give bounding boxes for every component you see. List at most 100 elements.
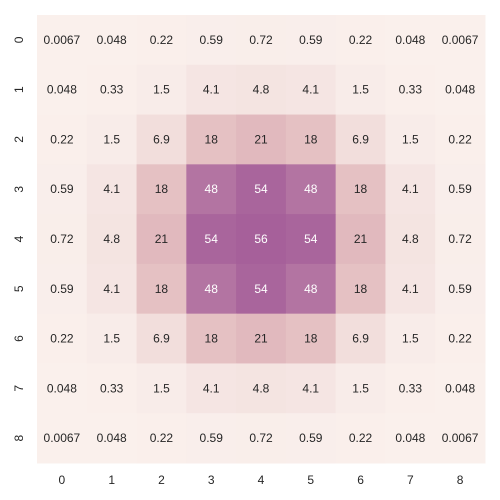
cell-value-label-r6-c8: 0.22: [448, 332, 472, 346]
heatmap-cell-r1-c1: [86, 64, 138, 116]
heatmap-cell-r3-c5: [285, 164, 337, 215]
heatmap-cell-r8-c8: [435, 413, 486, 464]
cell-value-label-r1-c3: 4.1: [203, 83, 220, 97]
heatmap-cell-r6-c2: [136, 313, 187, 364]
cell-value-label-r7-c7: 0.33: [399, 381, 423, 395]
x-tick-label-7: 7: [407, 473, 414, 487]
heatmap-cell-r0-c4: [236, 15, 287, 66]
y-tick-label-5: 5: [12, 285, 26, 292]
heatmap-cell-r2-c3: [186, 114, 237, 165]
y-tick-label-7: 7: [12, 385, 26, 392]
cell-value-label-r3-c6: 18: [354, 182, 368, 196]
heatmap-cell-r8-c2: [136, 413, 187, 464]
heatmap-cell-r8-c4: [236, 413, 287, 464]
heatmap-cell-r4-c1: [86, 214, 138, 265]
cell-value-label-r2-c6: 6.9: [352, 132, 369, 146]
heatmap-cell-r7-c5: [285, 363, 337, 414]
cell-value-label-r7-c8: 0.048: [445, 381, 475, 395]
heatmap-cell-r6-c3: [186, 313, 237, 364]
cell-value-label-r8-c4: 0.72: [249, 431, 273, 445]
heatmap-cell-r7-c8: [435, 363, 486, 414]
cell-value-label-r0-c6: 0.22: [349, 33, 373, 47]
cell-value-label-r1-c7: 0.33: [399, 83, 423, 97]
cell-value-label-r6-c4: 21: [254, 332, 268, 346]
cell-value-label-r3-c1: 4.1: [103, 182, 120, 196]
heatmap-cell-r0-c6: [335, 15, 386, 66]
cell-value-label-r6-c1: 1.5: [103, 332, 120, 346]
heatmap-cell-r2-c2: [136, 114, 187, 165]
heatmap-cell-r2-c5: [285, 114, 337, 165]
cell-value-label-r4-c2: 21: [155, 232, 169, 246]
heatmap-cell-r0-c7: [385, 15, 436, 66]
heatmap-cell-r5-c4: [236, 263, 287, 315]
cell-value-label-r8-c1: 0.048: [97, 431, 127, 445]
heatmap-cell-r7-c0: [37, 363, 88, 414]
heatmap-cell-r7-c1: [86, 363, 138, 414]
heatmap-cell-r8-c6: [335, 413, 386, 464]
heatmap-cell-r2-c0: [37, 114, 88, 165]
cell-value-label-r3-c8: 0.59: [448, 182, 472, 196]
heatmap-cell-r3-c6: [335, 164, 386, 215]
x-tick-label-3: 3: [208, 473, 215, 487]
heatmap-cell-r0-c1: [86, 15, 138, 66]
heatmap-cell-r6-c0: [37, 313, 88, 364]
heatmap-cell-r4-c6: [335, 214, 386, 265]
cell-value-label-r1-c5: 4.1: [302, 83, 319, 97]
cell-value-label-r5-c3: 48: [205, 282, 219, 296]
heatmap-cell-r3-c4: [236, 164, 287, 215]
heatmap-cell-r5-c8: [435, 263, 486, 315]
heatmap-cell-r5-c5: [285, 263, 337, 315]
cell-value-label-r0-c7: 0.048: [395, 33, 425, 47]
heatmap-cell-r0-c0: [37, 15, 88, 66]
cell-value-label-r2-c5: 18: [304, 132, 318, 146]
cell-value-label-r7-c0: 0.048: [47, 381, 77, 395]
cell-value-label-r4-c6: 21: [354, 232, 368, 246]
cell-value-label-r1-c6: 1.5: [352, 83, 369, 97]
heatmap-cell-r0-c2: [136, 15, 187, 66]
cell-value-label-r5-c1: 4.1: [103, 282, 120, 296]
y-tick-label-2: 2: [12, 136, 26, 143]
heatmap-cells: [37, 15, 486, 464]
heatmap-cell-r1-c6: [335, 64, 386, 116]
cell-value-label-r2-c0: 0.22: [50, 132, 74, 146]
heatmap-cell-r1-c3: [186, 64, 237, 116]
y-axis-tick-labels: 0 1 2 3 4 5 6 7 8: [12, 36, 26, 441]
cell-value-label-r5-c8: 0.59: [448, 282, 472, 296]
x-tick-label-2: 2: [158, 473, 165, 487]
heatmap-cell-r3-c0: [37, 164, 88, 215]
cell-value-label-r1-c1: 0.33: [100, 83, 124, 97]
cell-value-label-r7-c1: 0.33: [100, 381, 124, 395]
heatmap-cell-r6-c6: [335, 313, 386, 364]
cell-value-label-r6-c7: 1.5: [402, 332, 419, 346]
cell-value-label-r8-c8: 0.0067: [442, 431, 479, 445]
cell-value-label-r5-c4: 54: [254, 282, 268, 296]
x-tick-label-8: 8: [457, 473, 464, 487]
cell-value-label-r8-c2: 0.22: [150, 431, 174, 445]
heatmap-cell-r6-c5: [285, 313, 337, 364]
heatmap-cell-r2-c6: [335, 114, 386, 165]
cell-value-label-r8-c5: 0.59: [299, 431, 323, 445]
cell-value-label-r7-c6: 1.5: [352, 381, 369, 395]
x-tick-label-6: 6: [357, 473, 364, 487]
heatmap-cell-r1-c8: [435, 64, 486, 116]
heatmap-cell-r8-c5: [285, 413, 337, 464]
cell-value-label-r3-c2: 18: [155, 182, 169, 196]
cell-value-label-r6-c3: 18: [205, 332, 219, 346]
y-tick-label-8: 8: [12, 434, 26, 441]
heatmap-cell-r7-c4: [236, 363, 287, 414]
heatmap-cell-r1-c5: [285, 64, 337, 116]
cell-value-label-r4-c3: 54: [205, 232, 219, 246]
cell-value-label-r8-c7: 0.048: [395, 431, 425, 445]
heatmap-cell-r4-c5: [285, 214, 337, 265]
y-tick-label-6: 6: [12, 335, 26, 342]
heatmap-cell-r5-c3: [186, 263, 237, 315]
y-tick-label-1: 1: [12, 86, 26, 93]
cell-value-label-r7-c4: 4.8: [253, 381, 270, 395]
heatmap-cell-r4-c3: [186, 214, 237, 265]
cell-value-label-r4-c8: 0.72: [448, 232, 472, 246]
cell-value-label-r4-c4: 56: [254, 232, 268, 246]
heatmap-cell-r5-c0: [37, 263, 88, 315]
heatmap-cell-r2-c7: [385, 114, 436, 165]
cell-value-label-r0-c1: 0.048: [97, 33, 127, 47]
heatmap-cell-r5-c2: [136, 263, 187, 315]
